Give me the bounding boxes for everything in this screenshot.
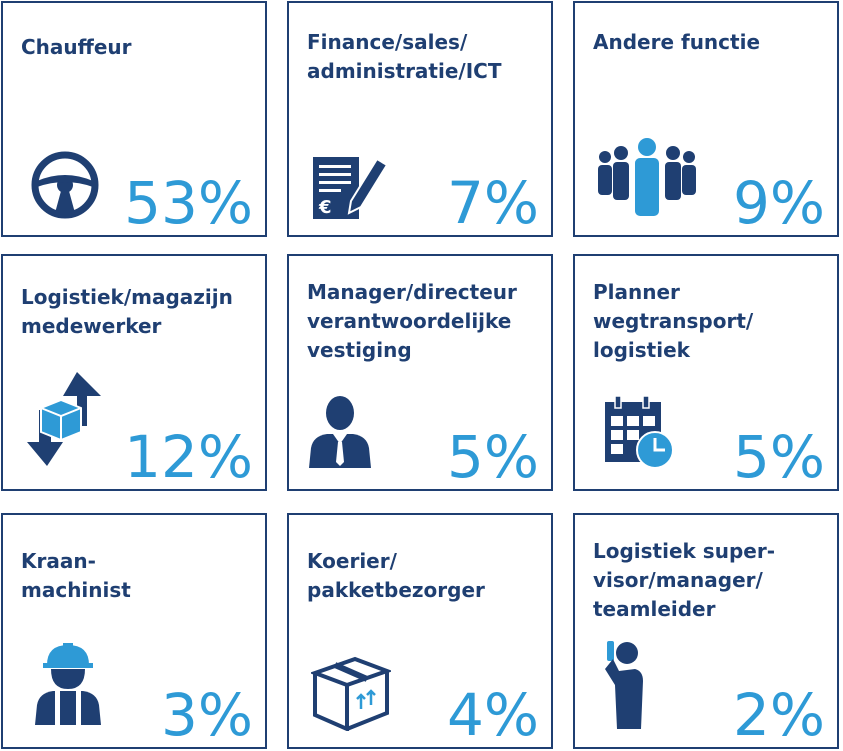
calendar-clock-icon: [605, 395, 674, 469]
svg-text:€: €: [318, 197, 332, 218]
percentage-value: 5%: [732, 423, 825, 491]
supervisor-phone-icon: [605, 641, 643, 729]
percentage-value: 5%: [446, 423, 539, 491]
package-box-icon: [311, 656, 391, 731]
percentage-value: 2%: [732, 681, 825, 749]
category-label: Finance/sales/ administratie/ICT: [307, 30, 502, 83]
tile-andere-functie: Andere functie 9%: [573, 1, 839, 237]
invoice-pen-icon: €: [313, 157, 389, 219]
percentage-value: 4%: [446, 681, 539, 749]
category-label: Kraan- machinist: [21, 549, 131, 602]
category-label: Planner wegtransport/ logistiek: [593, 280, 754, 362]
percentage-value: 3%: [160, 681, 253, 749]
tile-logistiek-magazijn: Logistiek/magazijn medewerker 12%: [1, 254, 267, 491]
percentage-value: 7%: [446, 169, 539, 237]
group-people-icon: [598, 138, 696, 216]
percentage-value: 53%: [124, 169, 253, 237]
category-label: Andere functie: [593, 30, 761, 54]
category-label: Logistiek super- visor/manager/ teamleid…: [593, 539, 775, 621]
category-label: Manager/directeur verantwoordelijke vest…: [307, 280, 517, 362]
tile-planner: Planner wegtransport/ logistiek 5%: [573, 254, 839, 491]
tile-koerier: Koerier/ pakketbezorger 4%: [287, 513, 553, 749]
construction-worker-icon: [35, 643, 101, 725]
tile-manager-directeur: Manager/directeur verantwoordelijke vest…: [287, 254, 553, 491]
tile-kraanmachinist: Kraan- machinist 3%: [1, 513, 267, 749]
steering-wheel-icon: [31, 151, 99, 219]
tile-chauffeur: Chauffeur 53%: [1, 1, 267, 237]
percentage-value: 12%: [124, 423, 253, 491]
tile-logistiek-supervisor: Logistiek super- visor/manager/ teamleid…: [573, 513, 839, 749]
category-label: Chauffeur: [21, 35, 132, 59]
category-label: Logistiek/magazijn medewerker: [21, 285, 233, 338]
percentage-value: 9%: [732, 169, 825, 237]
businessman-icon: [309, 396, 371, 468]
category-label: Koerier/ pakketbezorger: [307, 549, 485, 602]
box-arrows-icon: [27, 372, 101, 466]
tile-finance: Finance/sales/ administratie/ICT € 7%: [287, 1, 553, 237]
